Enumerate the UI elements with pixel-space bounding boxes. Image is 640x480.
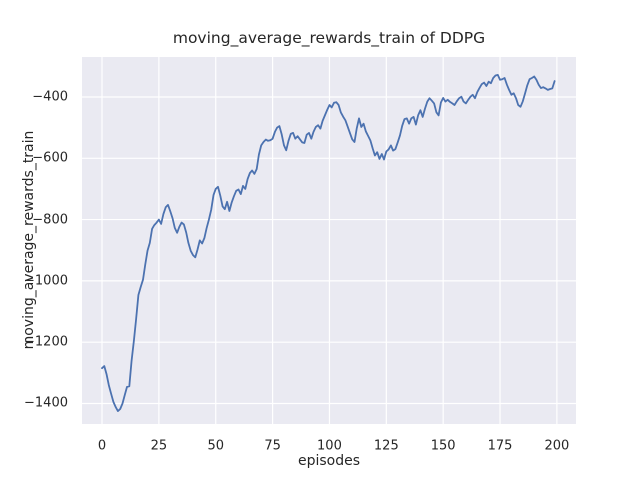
x-axis-label: episodes	[297, 453, 361, 469]
x-tick-label: 0	[97, 438, 107, 454]
x-tick-label: 100	[317, 438, 342, 454]
y-tick-label: −400	[32, 89, 68, 105]
x-tick-label: 175	[487, 438, 513, 454]
y-tick-label: −1000	[24, 273, 68, 289]
x-tick-label: 125	[373, 438, 399, 454]
chart-title: moving_average_rewards_train of DDPG	[172, 29, 486, 47]
x-tick-label: 50	[207, 438, 225, 454]
y-tick-label: −1200	[24, 334, 68, 350]
x-tick-label: 150	[430, 438, 456, 454]
series-line	[101, 74, 556, 413]
y-tick-label: −600	[32, 150, 68, 166]
x-tick-label: 25	[150, 438, 168, 454]
y-tick-label: −800	[32, 212, 68, 228]
y-tick-label: −1400	[24, 395, 68, 411]
x-tick-label: 75	[264, 438, 281, 454]
x-tick-label: 200	[544, 438, 570, 454]
